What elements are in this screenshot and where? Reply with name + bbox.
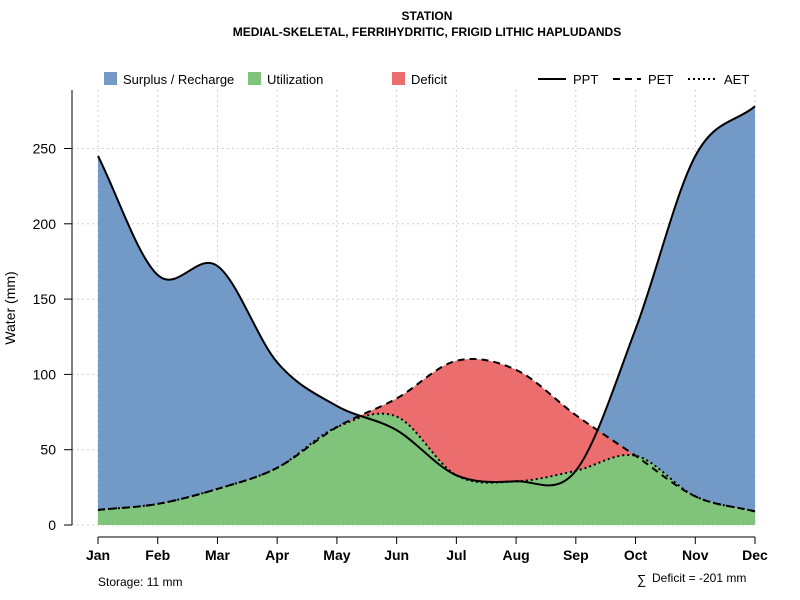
y-tick-label-250: 250 bbox=[33, 141, 57, 157]
deficit-annotation: Deficit = -201 mm bbox=[652, 571, 746, 585]
y-tick-label-0: 0 bbox=[48, 517, 56, 533]
series-lines bbox=[97, 105, 756, 513]
legend-label-aet: AET bbox=[724, 72, 749, 87]
surplus-area bbox=[98, 106, 755, 526]
legend-label-surplus: Surplus / Recharge bbox=[123, 72, 234, 87]
x-tick-label-apr: Apr bbox=[265, 547, 290, 563]
chart-subtitle: MEDIAL-SKELETAL, FERRIHYDRITIC, FRIGID L… bbox=[233, 25, 621, 39]
x-tick-label-oct: Oct bbox=[624, 547, 648, 563]
x-tick-label-dec: Dec bbox=[742, 547, 768, 563]
legend-label-utilization: Utilization bbox=[267, 72, 323, 87]
y-tick-label-200: 200 bbox=[33, 216, 57, 232]
area-fills bbox=[98, 106, 755, 526]
y-tick-label-100: 100 bbox=[33, 366, 57, 382]
chart-title: STATION bbox=[402, 9, 453, 23]
legend-swatch-deficit bbox=[392, 72, 405, 85]
axes bbox=[71, 90, 755, 538]
x-tick-label-mar: Mar bbox=[205, 547, 230, 563]
legend-swatch-surplus bbox=[104, 72, 117, 85]
x-ticks: Jan Feb Mar Apr May Jun Jul Aug Sep Oct Nov Dec bbox=[86, 537, 768, 563]
x-tick-label-jun: Jun bbox=[384, 547, 409, 563]
ppt-line bbox=[97, 105, 756, 487]
y-ticks: 0 50 100 150 200 250 bbox=[33, 141, 72, 533]
x-tick-label-jan: Jan bbox=[86, 547, 110, 563]
legend-label-ppt: PPT bbox=[573, 72, 598, 87]
deficit-sum-symbol: ∑ bbox=[637, 572, 646, 587]
x-tick-label-aug: Aug bbox=[502, 547, 529, 563]
x-tick-label-may: May bbox=[323, 547, 350, 563]
legend-swatch-utilization bbox=[248, 72, 261, 85]
x-tick-label-jul: Jul bbox=[446, 547, 466, 563]
x-tick-label-nov: Nov bbox=[682, 547, 709, 563]
legend: Surplus / Recharge Utilization Deficit P… bbox=[104, 72, 749, 87]
utilization-area bbox=[98, 413, 755, 525]
storage-annotation: Storage: 11 mm bbox=[98, 575, 182, 589]
x-tick-label-sep: Sep bbox=[563, 547, 589, 563]
legend-label-deficit: Deficit bbox=[411, 72, 448, 87]
legend-label-pet: PET bbox=[648, 72, 673, 87]
y-axis-label: Water (mm) bbox=[2, 271, 18, 344]
x-tick-label-feb: Feb bbox=[145, 547, 170, 563]
y-tick-label-150: 150 bbox=[33, 291, 57, 307]
y-tick-label-50: 50 bbox=[40, 442, 56, 458]
aet-line bbox=[97, 412, 756, 513]
